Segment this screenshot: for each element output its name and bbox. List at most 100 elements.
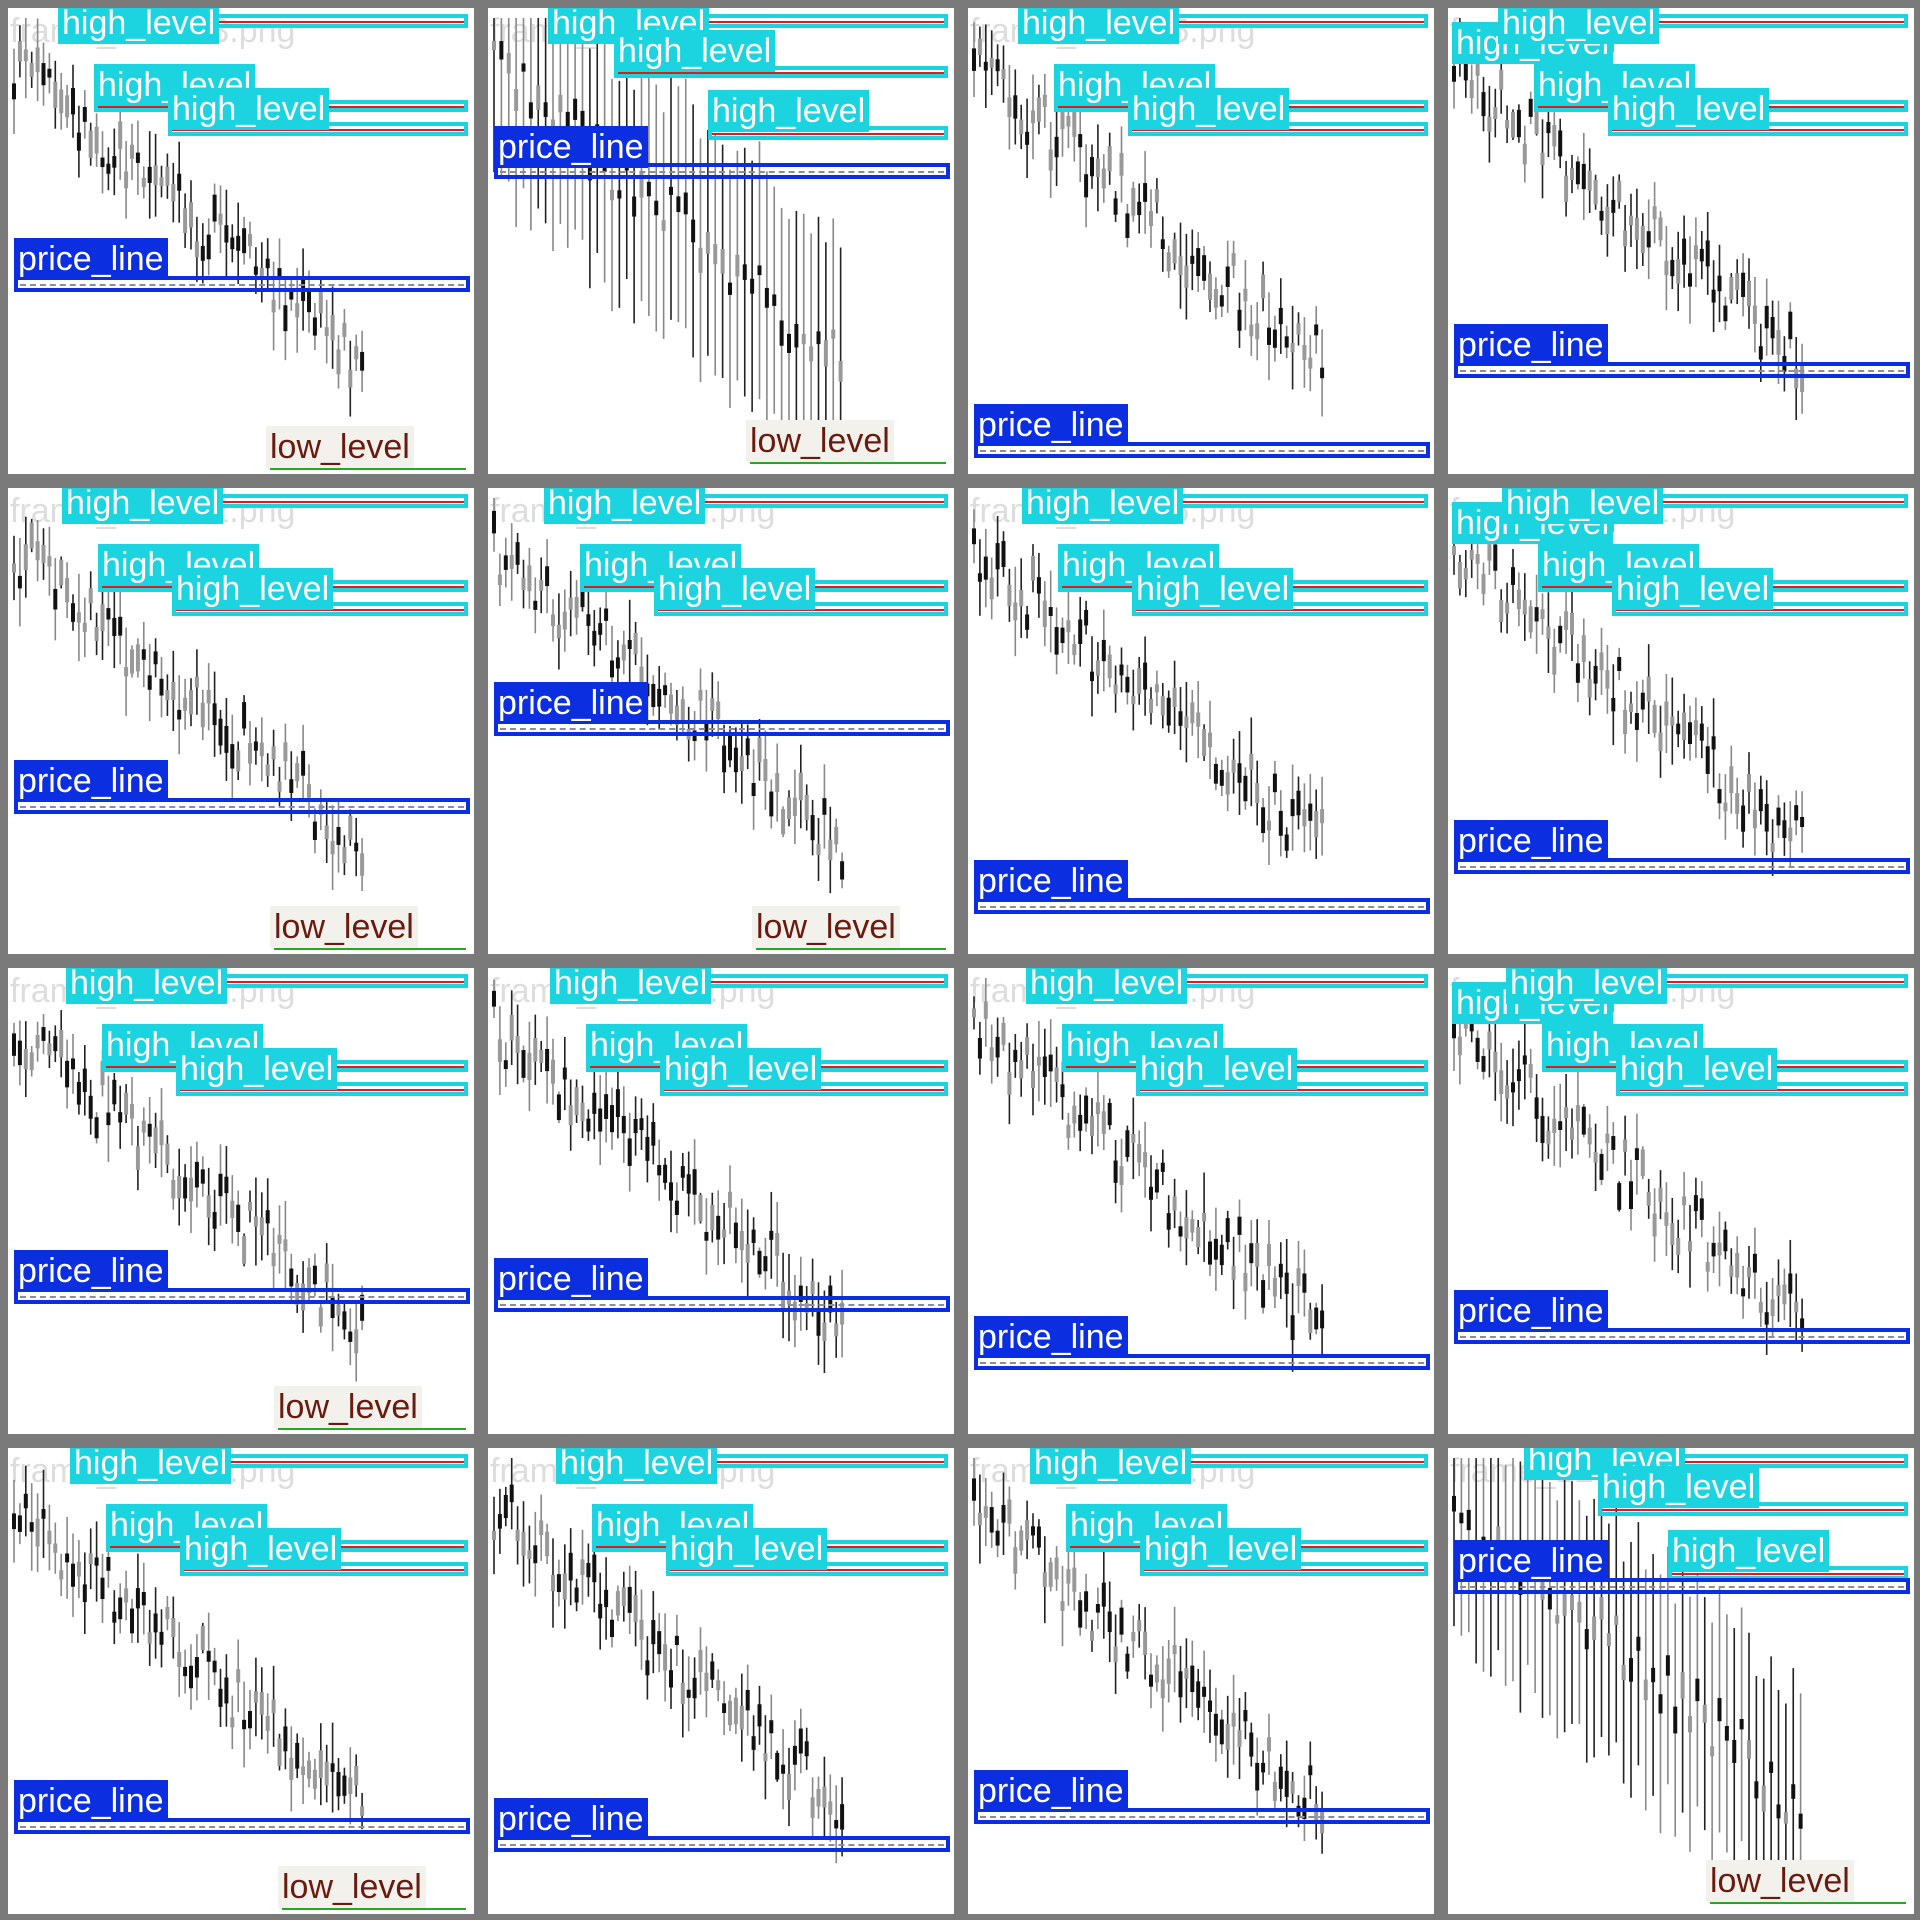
candle-body xyxy=(592,630,597,646)
candle-body xyxy=(17,575,22,589)
candle-body xyxy=(1078,619,1083,645)
chart-tile[interactable]: frame_227632.pnghigh_levelhigh_levelhigh… xyxy=(1448,968,1914,1434)
candle-body xyxy=(1587,679,1592,698)
chart-tile[interactable]: frame_227642.pnghigh_levelhigh_levelhigh… xyxy=(8,488,474,954)
candle-body xyxy=(1496,1526,1501,1546)
chart-tile[interactable]: frame_22 high_level high_level high_level pr… xyxy=(1448,1448,1914,1914)
candle-body xyxy=(1499,69,1504,90)
candle-body xyxy=(1723,802,1728,812)
candle-body xyxy=(253,741,258,751)
chart-tile[interactable]: frame_227641.pnghigh_levelhigh_levelhigh… xyxy=(8,968,474,1434)
chart-tile[interactable]: frame_227638.pnghigh_levelhigh_levelhigh… xyxy=(488,968,954,1434)
price-line-box[interactable] xyxy=(974,1354,1430,1370)
chart-tile[interactable]: frame_227643.pnghigh_levelhigh_levelhigh… xyxy=(8,8,474,474)
candle-body xyxy=(1493,107,1498,120)
candle-body xyxy=(1031,1526,1035,1536)
candle-body xyxy=(183,1177,188,1199)
candle-body xyxy=(556,1574,561,1593)
price-line-box[interactable] xyxy=(974,898,1430,914)
candle-body xyxy=(989,1507,994,1533)
candle-body xyxy=(1705,240,1710,267)
candle-body xyxy=(165,1143,170,1165)
candle-body xyxy=(1693,1195,1698,1212)
chart-tile[interactable]: frame_2high_levelhigh_levelhigh_levelhig… xyxy=(1448,8,1914,474)
candle-body xyxy=(983,61,988,71)
price-line-box[interactable] xyxy=(494,1296,950,1312)
candle-body xyxy=(194,1161,199,1188)
candle-body xyxy=(348,1777,353,1795)
candle-body xyxy=(1131,695,1136,705)
price-line-box[interactable] xyxy=(14,1288,470,1304)
candle-body xyxy=(539,1050,544,1063)
price-line-box[interactable] xyxy=(14,276,470,292)
high-level-line xyxy=(1506,501,1904,503)
high-level-label: high_level xyxy=(1668,1530,1830,1572)
candle-body xyxy=(130,144,134,159)
price-line-box[interactable] xyxy=(494,1836,950,1852)
chart-tile[interactable]: frame_227639.pnghigh_levelhigh_levelhigh… xyxy=(488,488,954,954)
price-line-label: price_line xyxy=(494,1258,648,1300)
candle-body xyxy=(787,797,791,820)
candle-body xyxy=(1617,180,1622,203)
candle-body xyxy=(1320,809,1325,824)
high-level-box[interactable] xyxy=(614,66,948,78)
price-line-box[interactable] xyxy=(1454,858,1910,874)
chart-tile[interactable]: frame_227634.pnghigh_levelhigh_levelhigh… xyxy=(968,968,1434,1434)
candle-body xyxy=(1723,1229,1728,1252)
chart-tile[interactable]: frame_227high_levelhigh_levelhigh_levelp… xyxy=(488,8,954,474)
candle-body xyxy=(118,1112,123,1123)
price-line-box[interactable] xyxy=(14,798,470,814)
candle-body xyxy=(88,1095,93,1119)
candle-body xyxy=(1149,698,1153,713)
candle-body xyxy=(94,126,99,154)
candle-body xyxy=(787,1773,791,1801)
candle-body xyxy=(977,573,982,582)
candle-body xyxy=(1611,697,1616,712)
candle-body xyxy=(545,566,550,587)
candle-body xyxy=(509,1014,514,1041)
candle-body xyxy=(1752,809,1757,829)
candle-body xyxy=(1611,199,1616,213)
price-line-box[interactable] xyxy=(14,1818,470,1834)
candle-body xyxy=(1290,342,1295,353)
candle-body xyxy=(1237,1216,1242,1235)
candle-body xyxy=(663,1164,668,1183)
chart-tile[interactable]: frame_227631.pnghigh_levelhigh_levelhigh… xyxy=(1448,488,1914,954)
candle-body xyxy=(189,1665,193,1689)
candle-body xyxy=(1042,1572,1047,1588)
candle-body xyxy=(580,1559,585,1576)
candle-body xyxy=(556,1094,561,1121)
candle-body xyxy=(645,1660,650,1676)
chart-tile[interactable]: frame_227635.pnghigh_levelhigh_levelhigh… xyxy=(968,8,1434,474)
candle-body xyxy=(1119,1166,1124,1185)
price-line-box[interactable] xyxy=(494,720,950,736)
candle-body xyxy=(1314,324,1319,336)
price-line-box[interactable] xyxy=(1454,1578,1910,1594)
candle-body xyxy=(1717,789,1722,804)
chart-tile[interactable]: frame_227636.pnghigh_levelhigh_levelhigh… xyxy=(968,488,1434,954)
candle-body xyxy=(1013,1049,1018,1062)
candle-body xyxy=(995,59,1000,72)
candle-body xyxy=(1534,1097,1539,1119)
candle-body xyxy=(1284,336,1289,348)
candle-body xyxy=(1190,702,1195,724)
chart-tile[interactable]: frame_227640.pnghigh_levelhigh_levelhigh… xyxy=(8,1448,474,1914)
candle-body xyxy=(1452,65,1456,82)
candle-body xyxy=(686,1689,691,1698)
chart-tile[interactable]: frame_227633.pnghigh_levelhigh_levelhigh… xyxy=(968,1448,1434,1914)
chart-tile[interactable]: frame_227637.pnghigh_levelhigh_levelhigh… xyxy=(488,1448,954,1914)
price-line-box[interactable] xyxy=(1454,1328,1910,1344)
candle-body xyxy=(497,1039,502,1062)
price-line-box[interactable] xyxy=(974,442,1430,458)
candle-body xyxy=(1547,1587,1552,1610)
price-line-box[interactable] xyxy=(494,163,950,179)
candle-body xyxy=(1261,1762,1266,1773)
price-line-box[interactable] xyxy=(1454,362,1910,378)
candle-body xyxy=(200,702,205,728)
candle-body xyxy=(1652,206,1657,220)
candle-body xyxy=(259,742,264,757)
low-level-label: low_level xyxy=(270,906,418,948)
price-line-box[interactable] xyxy=(974,1808,1430,1824)
candle-body xyxy=(722,1229,727,1238)
candle-body xyxy=(838,360,843,382)
